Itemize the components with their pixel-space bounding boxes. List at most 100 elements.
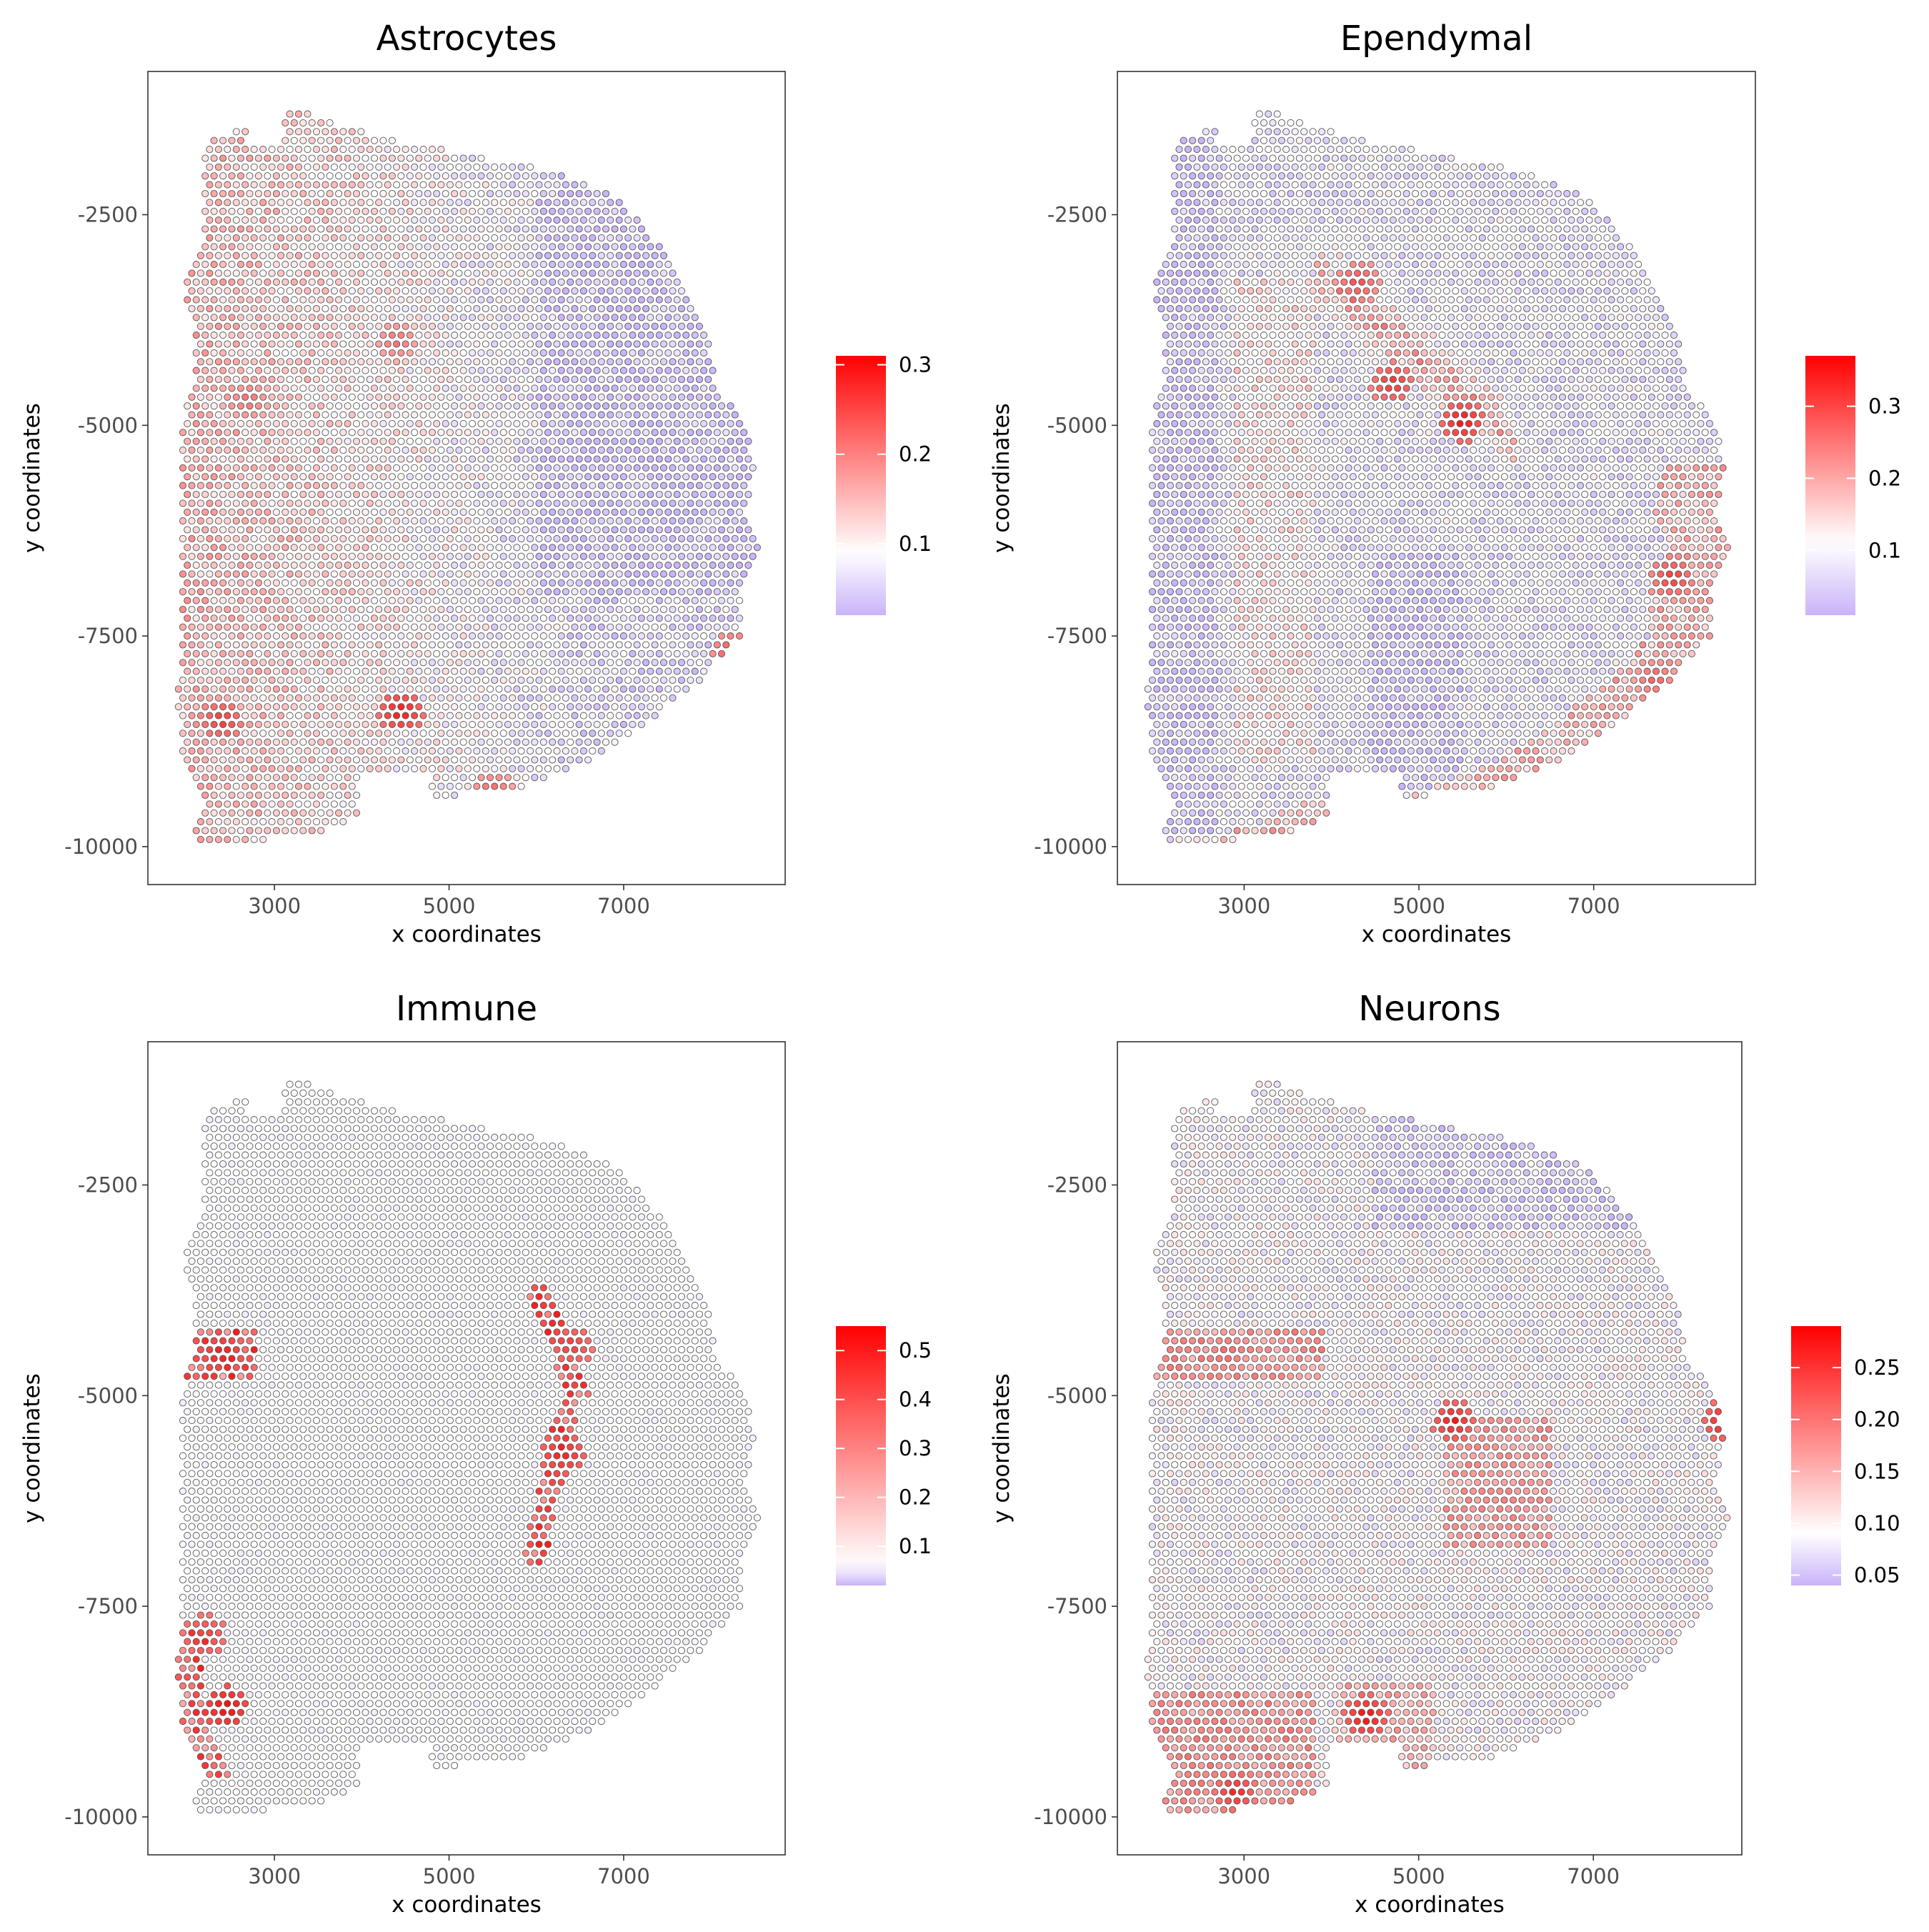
spot [255, 474, 261, 480]
spot [206, 341, 213, 347]
spot [482, 323, 489, 329]
spot [718, 579, 724, 586]
spot [179, 464, 186, 471]
spot [273, 509, 279, 515]
spot [1506, 270, 1512, 277]
spot [260, 482, 266, 489]
spot [416, 297, 422, 303]
spot [1506, 181, 1512, 188]
spot [469, 491, 476, 497]
spot [540, 775, 547, 781]
spot [344, 173, 351, 179]
spot [1377, 190, 1383, 196]
spot [264, 650, 271, 657]
spot [598, 659, 604, 666]
spot [1283, 234, 1290, 241]
spot [349, 252, 355, 259]
spot [336, 262, 342, 268]
spot [291, 739, 297, 745]
spot [518, 500, 524, 507]
spot [1501, 244, 1507, 250]
spot [282, 509, 289, 515]
spot [1256, 234, 1262, 241]
spot [434, 456, 440, 462]
spot [438, 270, 444, 277]
spot [447, 765, 453, 772]
spot [349, 270, 355, 277]
spot [594, 597, 600, 604]
spot [340, 412, 347, 418]
spot [478, 544, 484, 551]
spot [665, 562, 672, 569]
spot [318, 792, 324, 798]
spot [558, 173, 564, 179]
spot [434, 509, 440, 515]
spot [487, 279, 493, 285]
spot [500, 571, 507, 577]
spot [362, 262, 369, 268]
spot [1180, 173, 1187, 179]
spot [562, 323, 569, 329]
spot [344, 349, 351, 356]
spot [1452, 199, 1459, 206]
spot [1172, 155, 1178, 161]
spot [492, 252, 498, 259]
spot [362, 527, 369, 533]
spot [487, 474, 493, 480]
spot [384, 500, 391, 507]
spot [562, 359, 569, 365]
spot [327, 420, 333, 427]
spot [424, 527, 431, 533]
spot [643, 642, 649, 648]
spot [331, 624, 337, 630]
spot [452, 474, 458, 480]
spot [518, 359, 524, 365]
spot [585, 314, 592, 321]
spot [1274, 217, 1280, 224]
spot [692, 349, 698, 356]
spot [197, 712, 204, 719]
spot [585, 721, 592, 727]
spot [224, 677, 231, 683]
spot [269, 518, 275, 524]
spot [407, 491, 413, 497]
spot [554, 341, 560, 347]
spot [251, 199, 257, 206]
spot [376, 429, 382, 436]
spot [474, 730, 480, 737]
spot [492, 553, 498, 559]
spot [313, 199, 319, 206]
spot [714, 464, 720, 471]
spot [1323, 279, 1330, 285]
spot [260, 730, 266, 737]
spot [412, 323, 418, 329]
spot [509, 164, 516, 170]
spot [532, 686, 538, 692]
spot [179, 571, 186, 577]
spot [456, 341, 462, 347]
spot [652, 482, 658, 489]
spot [594, 704, 600, 710]
spot [295, 412, 301, 418]
spot [1278, 208, 1285, 214]
spot [286, 712, 293, 719]
spot [282, 190, 289, 196]
spot [447, 288, 453, 294]
spot [585, 527, 592, 533]
spot [344, 686, 351, 692]
spot [237, 544, 244, 551]
spot [344, 262, 351, 268]
spot [562, 659, 569, 666]
spot [549, 544, 556, 551]
spot [371, 615, 377, 622]
spot [255, 155, 261, 161]
spot [527, 234, 534, 241]
spot [220, 597, 226, 604]
spot [424, 314, 431, 321]
spot [367, 376, 373, 382]
spot [407, 314, 413, 321]
spot [255, 190, 261, 196]
spot [452, 244, 458, 250]
spot [224, 606, 231, 612]
spot [522, 527, 529, 533]
